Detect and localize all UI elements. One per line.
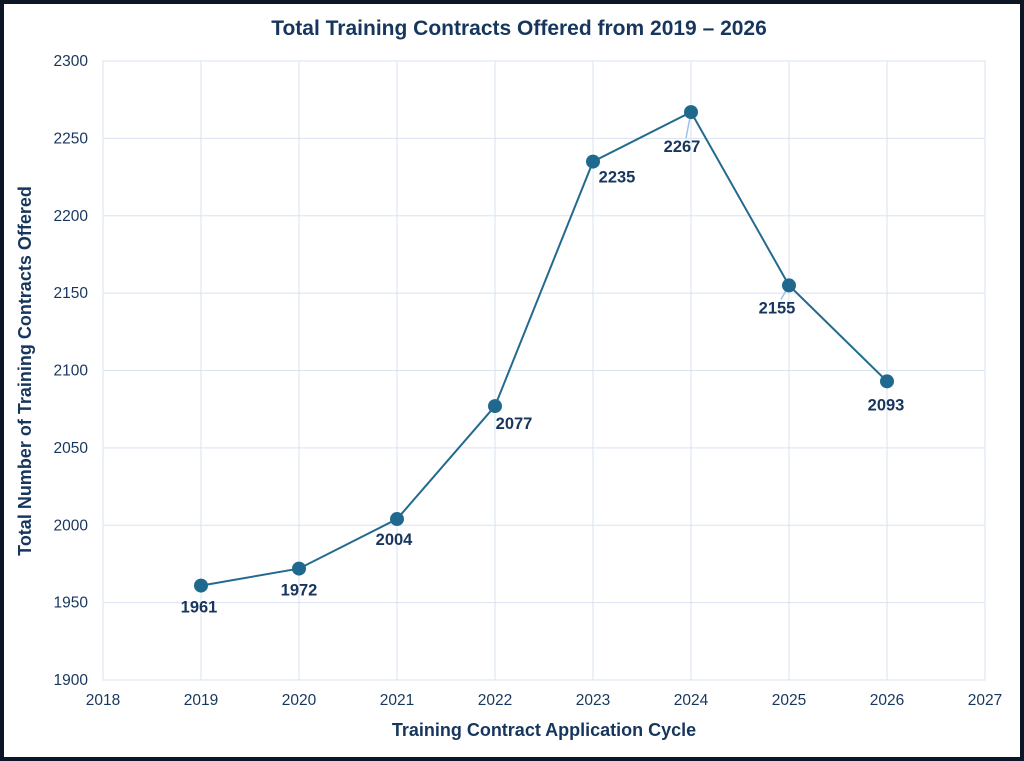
x-tick-label: 2025 xyxy=(772,692,806,709)
x-axis-title: Training Contract Application Cycle xyxy=(392,720,696,740)
y-tick-label: 2250 xyxy=(54,130,89,147)
data-point-label-2022: 2077 xyxy=(496,415,533,433)
data-point-label-2019: 1961 xyxy=(181,599,218,617)
y-tick-label: 2000 xyxy=(54,517,89,534)
data-point-label-2025: 2155 xyxy=(759,299,796,317)
x-tick-label: 2020 xyxy=(282,692,317,709)
data-point-label-2026: 2093 xyxy=(868,396,905,414)
y-axis-title: Total Number of Training Contracts Offer… xyxy=(15,186,35,556)
data-point-2022 xyxy=(488,399,502,414)
axis-tick-labels: 2018 2019 2020 2021 2022 2023 2024 2025 2026 2027… xyxy=(54,53,1003,709)
y-tick-label: 2100 xyxy=(54,363,89,380)
y-tick-label: 2150 xyxy=(54,285,89,302)
data-point-2024 xyxy=(684,105,698,120)
y-tick-label: 2050 xyxy=(54,440,89,457)
x-tick-label: 2018 xyxy=(86,692,120,709)
x-tick-label: 2024 xyxy=(674,692,709,709)
x-tick-label: 2021 xyxy=(380,692,414,709)
data-point-2023 xyxy=(586,154,600,169)
x-tick-label: 2027 xyxy=(968,692,1002,709)
y-tick-label: 2200 xyxy=(54,208,89,225)
y-tick-label: 1900 xyxy=(54,672,89,689)
data-point-label-2024: 2267 xyxy=(664,138,701,156)
data-point-2026 xyxy=(880,374,894,389)
data-point-2021 xyxy=(390,512,404,527)
y-tick-label: 1950 xyxy=(54,595,89,612)
data-point-label-2020: 1972 xyxy=(281,582,318,600)
x-tick-label: 2023 xyxy=(576,692,610,709)
series-line xyxy=(200,110,888,587)
x-tick-label: 2026 xyxy=(870,692,904,709)
data-point-label-2021: 2004 xyxy=(376,531,414,549)
plot-area-border xyxy=(102,60,986,681)
y-tick-label: 2300 xyxy=(54,53,89,70)
x-tick-label: 2019 xyxy=(184,692,218,709)
chart-title: Total Training Contracts Offered from 20… xyxy=(271,17,767,40)
data-point-2025 xyxy=(782,278,796,293)
data-point-2020 xyxy=(292,561,306,576)
data-series: 1961 1972 2004 2077 2235 2267 2155 2093 xyxy=(181,105,905,617)
gridlines xyxy=(102,60,986,681)
x-tick-label: 2022 xyxy=(478,692,512,709)
data-point-2019 xyxy=(194,578,208,593)
data-point-label-2023: 2235 xyxy=(599,169,636,187)
